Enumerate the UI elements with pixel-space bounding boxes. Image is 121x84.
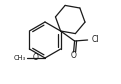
Text: CH₃: CH₃ — [14, 55, 26, 60]
Text: O: O — [33, 54, 39, 62]
Text: Cl: Cl — [92, 36, 99, 45]
Text: O: O — [71, 51, 76, 60]
